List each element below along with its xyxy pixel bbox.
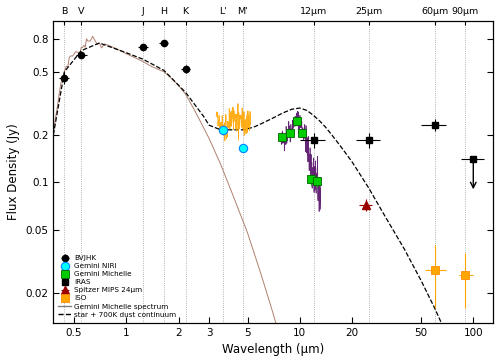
Y-axis label: Flux Density (Jy): Flux Density (Jy) — [7, 123, 20, 220]
X-axis label: Wavelength (μm): Wavelength (μm) — [222, 343, 324, 356]
Legend: BVJHK, Gemini NIRI, Gemini Michelle, IRAS, Spitzer MIPS 24μm, ISO, Gemini Michel: BVJHK, Gemini NIRI, Gemini Michelle, IRA… — [57, 253, 178, 319]
